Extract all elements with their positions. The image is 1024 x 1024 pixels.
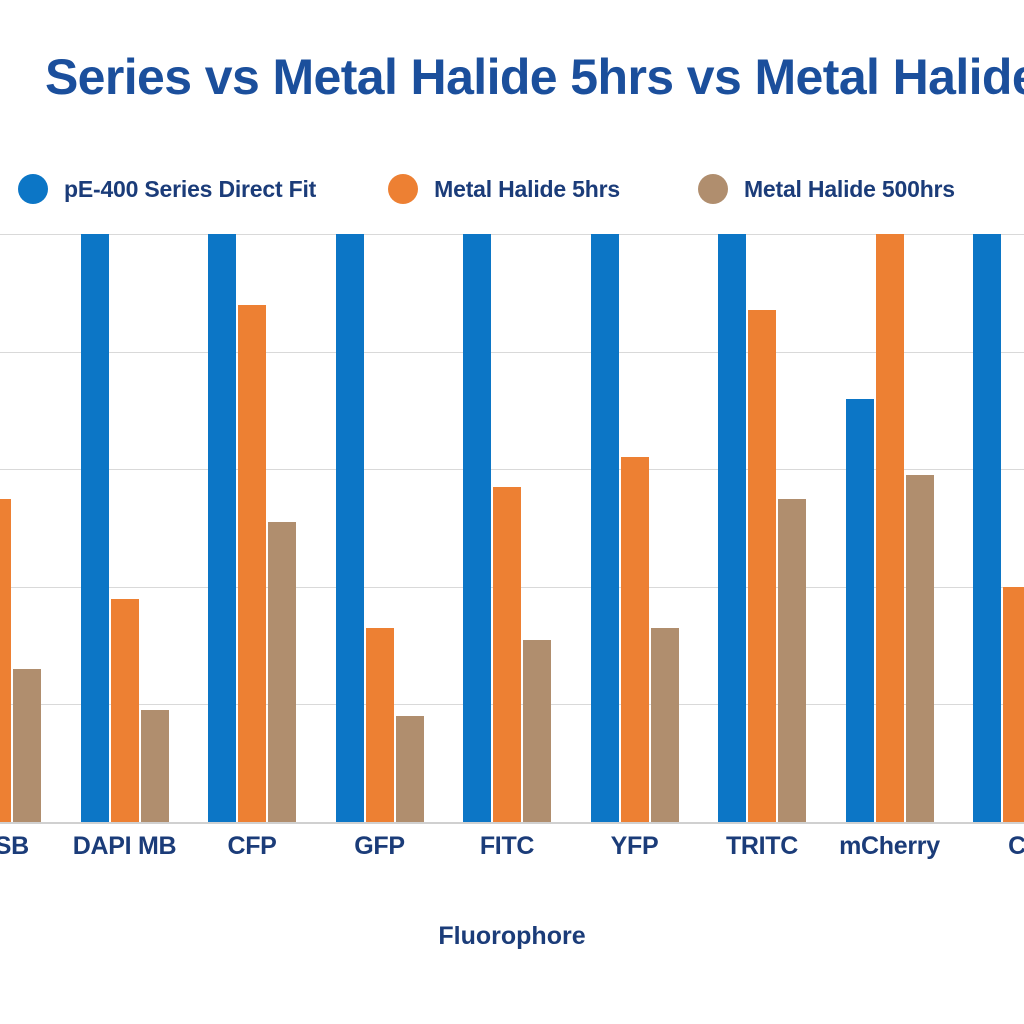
bar[interactable] — [238, 304, 266, 822]
bar-group — [335, 234, 424, 822]
bar-group — [0, 234, 41, 822]
bar[interactable] — [845, 398, 874, 822]
gridline — [0, 234, 1024, 235]
bar-group — [973, 234, 1024, 822]
plot-area — [0, 234, 1024, 824]
x-axis-tick-label: TRITC — [725, 832, 799, 860]
bar[interactable] — [1003, 586, 1024, 822]
legend-item-metal-halide-5hrs[interactable]: Metal Halide 5hrs — [388, 174, 620, 204]
x-axis-tick-label: FITC — [479, 832, 535, 860]
legend-label-pe400: pE-400 Series Direct Fit — [64, 175, 317, 202]
chart-title: Series vs Metal Halide 5hrs vs Metal Hal… — [44, 49, 1024, 105]
gridline — [0, 469, 1024, 471]
bar-group — [718, 234, 806, 822]
bar[interactable] — [268, 522, 296, 822]
bar[interactable] — [620, 457, 649, 822]
bar-group — [590, 234, 679, 822]
bar-group — [463, 234, 551, 822]
bar[interactable] — [110, 598, 139, 822]
bar[interactable] — [650, 627, 679, 822]
legend-swatch-icon-blue — [18, 174, 48, 204]
legend-label-metal-halide-500hrs: Metal Halide 500hrs — [743, 175, 955, 202]
chart-legend: pE-400 Series Direct Fit Metal Halide 5h… — [18, 168, 1024, 210]
bar[interactable] — [493, 486, 521, 822]
bar[interactable] — [80, 234, 109, 822]
bar-group — [208, 234, 296, 822]
bar[interactable] — [463, 234, 491, 822]
bar[interactable] — [13, 669, 41, 822]
x-axis-title: Fluorophore — [438, 922, 586, 950]
bars-layer — [0, 234, 1024, 822]
x-axis-tick-label: DAPI MB — [72, 832, 177, 860]
bar-group — [80, 234, 169, 822]
bar[interactable] — [590, 234, 619, 822]
bar[interactable] — [335, 234, 364, 822]
bar[interactable] — [875, 234, 904, 822]
gridline — [0, 351, 1024, 353]
bar[interactable] — [905, 475, 934, 822]
x-axis-tick-label: mCherry — [839, 832, 940, 860]
bar[interactable] — [718, 234, 746, 822]
bar[interactable] — [365, 627, 394, 822]
bar[interactable] — [778, 498, 806, 822]
x-axis-tick-labels: PI SB DAPI MB CFP GFP FITC YFP TRITC mCherry C — [0, 832, 1024, 876]
bar[interactable] — [395, 716, 424, 822]
x-axis-tick-label: GFP — [354, 832, 405, 860]
legend-item-pe400[interactable]: pE-400 Series Direct Fit — [18, 174, 316, 204]
bar-group — [845, 234, 934, 822]
legend-label-metal-halide-5hrs: Metal Halide 5hrs — [434, 175, 620, 202]
legend-item-metal-halide-500hrs[interactable]: Metal Halide 500hrs — [697, 174, 955, 204]
x-axis-tick-label: YFP — [610, 832, 659, 860]
bar[interactable] — [208, 234, 236, 822]
bar[interactable] — [523, 639, 551, 822]
bar[interactable] — [748, 310, 776, 822]
x-axis-tick-label: C — [1008, 832, 1024, 860]
x-axis-tick-label: PI SB — [0, 832, 29, 860]
bar[interactable] — [0, 498, 11, 822]
legend-swatch-icon-orange — [388, 174, 419, 204]
bar[interactable] — [973, 234, 1001, 822]
x-axis-tick-label: CFP — [227, 832, 277, 860]
bar[interactable] — [140, 710, 169, 822]
legend-swatch-icon-brown — [697, 174, 728, 204]
x-axis-line — [0, 822, 1024, 824]
